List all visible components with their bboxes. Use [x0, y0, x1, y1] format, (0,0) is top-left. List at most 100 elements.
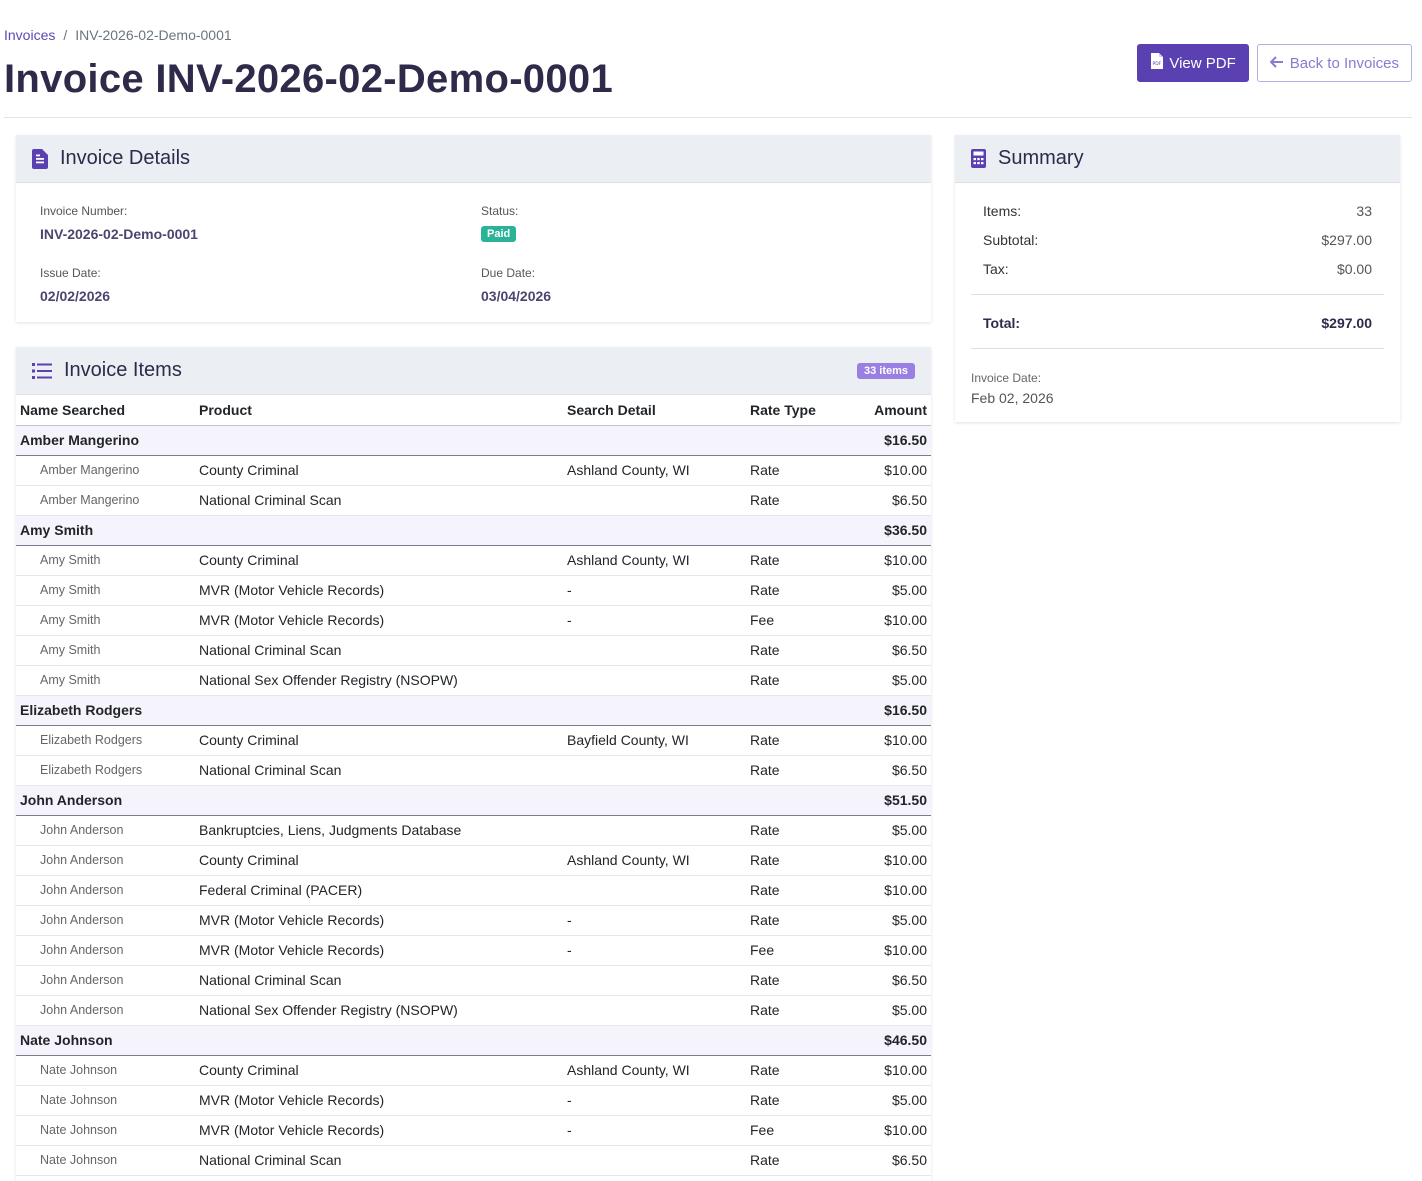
row-name: Amber Mangerino [16, 485, 195, 516]
breadcrumb: Invoices / INV-2026-02-Demo-0001 [4, 27, 232, 43]
column-header-name[interactable]: Name Searched [16, 395, 195, 426]
row-product: County Criminal [195, 1055, 563, 1086]
issue-date-block: Issue Date: 02/02/2026 [40, 266, 110, 304]
row-name: John Anderson [16, 875, 195, 906]
table-row: Amy Smith MVR (Motor Vehicle Records) - Rat… [16, 575, 931, 606]
row-search-detail: Ashland County, WI [563, 1055, 746, 1086]
row-rate-type: Rate [746, 965, 846, 996]
row-rate-type: Fee [746, 605, 846, 636]
row-rate-type: Rate [746, 755, 846, 786]
table-row: John Anderson National Sex Offender Regis… [16, 995, 931, 1026]
table-row: John Anderson Federal Criminal (PACER) Rat… [16, 875, 931, 906]
group-row: Amy Smith $36.50 [16, 515, 931, 546]
breadcrumb-current: INV-2026-02-Demo-0001 [75, 27, 232, 43]
row-amount: $10.00 [846, 545, 931, 576]
row-rate-type: Rate [746, 485, 846, 516]
row-amount: $5.00 [846, 1085, 931, 1116]
row-product: MVR (Motor Vehicle Records) [195, 605, 563, 636]
row-rate-type: Rate [746, 575, 846, 606]
group-total: $16.50 [846, 695, 931, 726]
row-amount: $6.50 [846, 965, 931, 996]
row-search-detail [563, 635, 746, 666]
invoice-items-title: Invoice Items [64, 359, 182, 381]
row-search-detail: - [563, 1085, 746, 1116]
row-search-detail [563, 965, 746, 996]
group-name: Amy Smith [16, 515, 846, 546]
row-product: County Criminal [195, 455, 563, 486]
column-header-product[interactable]: Product [195, 395, 563, 426]
row-name: John Anderson [16, 935, 195, 966]
row-search-detail: - [563, 575, 746, 606]
row-name: Elizabeth Rodgers [16, 755, 195, 786]
row-amount: $5.00 [846, 665, 931, 696]
row-search-detail [563, 815, 746, 846]
group-name: Amber Mangerino [16, 425, 846, 456]
due-date-label: Due Date: [481, 266, 536, 280]
svg-text:PDF: PDF [1153, 61, 1162, 67]
group-total: $36.50 [846, 515, 931, 546]
summary-total-value: $297.00 [1321, 315, 1372, 331]
row-rate-type: Rate [746, 845, 846, 876]
status-badge: Paid [481, 226, 517, 242]
table-row: John Anderson MVR (Motor Vehicle Records)… [16, 905, 931, 936]
row-name: Amber Mangerino [16, 455, 195, 486]
row-name: Amy Smith [16, 635, 195, 666]
row-product: Federal Criminal (PACER) [195, 875, 563, 906]
row-search-detail: Ashland County, WI [563, 545, 746, 576]
row-rate-type: Rate [746, 815, 846, 846]
back-to-invoices-button[interactable]: Back to Invoices [1256, 44, 1412, 82]
invoice-items-header: Invoice Items 33 items [16, 347, 931, 395]
column-header-rate-type[interactable]: Rate Type [746, 395, 846, 426]
arrow-left-icon [1269, 55, 1284, 72]
invoice-items-table: Name Searched Product Search Detail Rate… [16, 395, 931, 1176]
row-product: National Criminal Scan [195, 635, 563, 666]
group-total: $51.50 [846, 785, 931, 816]
table-row: Amy Smith County Criminal Ashland County, … [16, 545, 931, 576]
row-search-detail [563, 485, 746, 516]
summary-items-row: Items: 33 [983, 203, 1372, 219]
row-name: John Anderson [16, 965, 195, 996]
invoice-items-card: Invoice Items 33 items Name Searched Pro… [16, 347, 931, 1181]
summary-items-value: 33 [1356, 203, 1372, 219]
breadcrumb-invoices-link[interactable]: Invoices [4, 27, 56, 43]
column-header-amount[interactable]: Amount [846, 395, 931, 426]
row-rate-type: Fee [746, 1115, 846, 1146]
row-search-detail [563, 875, 746, 906]
status-block: Status: Paid [481, 204, 518, 242]
row-search-detail: - [563, 905, 746, 936]
row-rate-type: Rate [746, 905, 846, 936]
view-pdf-button[interactable]: PDF View PDF [1137, 44, 1249, 82]
group-row: John Anderson $51.50 [16, 785, 931, 816]
column-header-search-detail[interactable]: Search Detail [563, 395, 746, 426]
summary-total-label: Total: [983, 315, 1021, 331]
row-product: MVR (Motor Vehicle Records) [195, 935, 563, 966]
table-row: John Anderson MVR (Motor Vehicle Records)… [16, 935, 931, 966]
row-rate-type: Rate [746, 1085, 846, 1116]
view-pdf-label: View PDF [1169, 54, 1236, 72]
status-label: Status: [481, 204, 519, 218]
table-header-row: Name Searched Product Search Detail Rate… [16, 395, 931, 426]
row-search-detail [563, 995, 746, 1026]
row-product: Bankruptcies, Liens, Judgments Database [195, 815, 563, 846]
row-amount: $5.00 [846, 575, 931, 606]
table-row: John Anderson Bankruptcies, Liens, Judgme… [16, 815, 931, 846]
summary-total-row: Total: $297.00 [983, 315, 1372, 331]
table-row: Amber Mangerino National Criminal Scan Rat… [16, 485, 931, 516]
row-search-detail: Ashland County, WI [563, 845, 746, 876]
row-amount: $6.50 [846, 1145, 931, 1176]
invoice-details-header: Invoice Details [16, 135, 931, 183]
row-product: County Criminal [195, 545, 563, 576]
row-name: Nate Johnson [16, 1085, 195, 1116]
row-amount: $10.00 [846, 455, 931, 486]
row-rate-type: Rate [746, 1145, 846, 1176]
group-row: Amber Mangerino $16.50 [16, 425, 931, 456]
row-rate-type: Rate [746, 545, 846, 576]
row-name: Amy Smith [16, 605, 195, 636]
header-divider [4, 117, 1412, 118]
summary-subtotal-value: $297.00 [1321, 232, 1372, 248]
row-product: MVR (Motor Vehicle Records) [195, 1085, 563, 1116]
row-search-detail: - [563, 1115, 746, 1146]
invoice-number-block: Invoice Number: INV-2026-02-Demo-0001 [40, 204, 198, 242]
row-name: Amy Smith [16, 575, 195, 606]
row-amount: $10.00 [846, 725, 931, 756]
